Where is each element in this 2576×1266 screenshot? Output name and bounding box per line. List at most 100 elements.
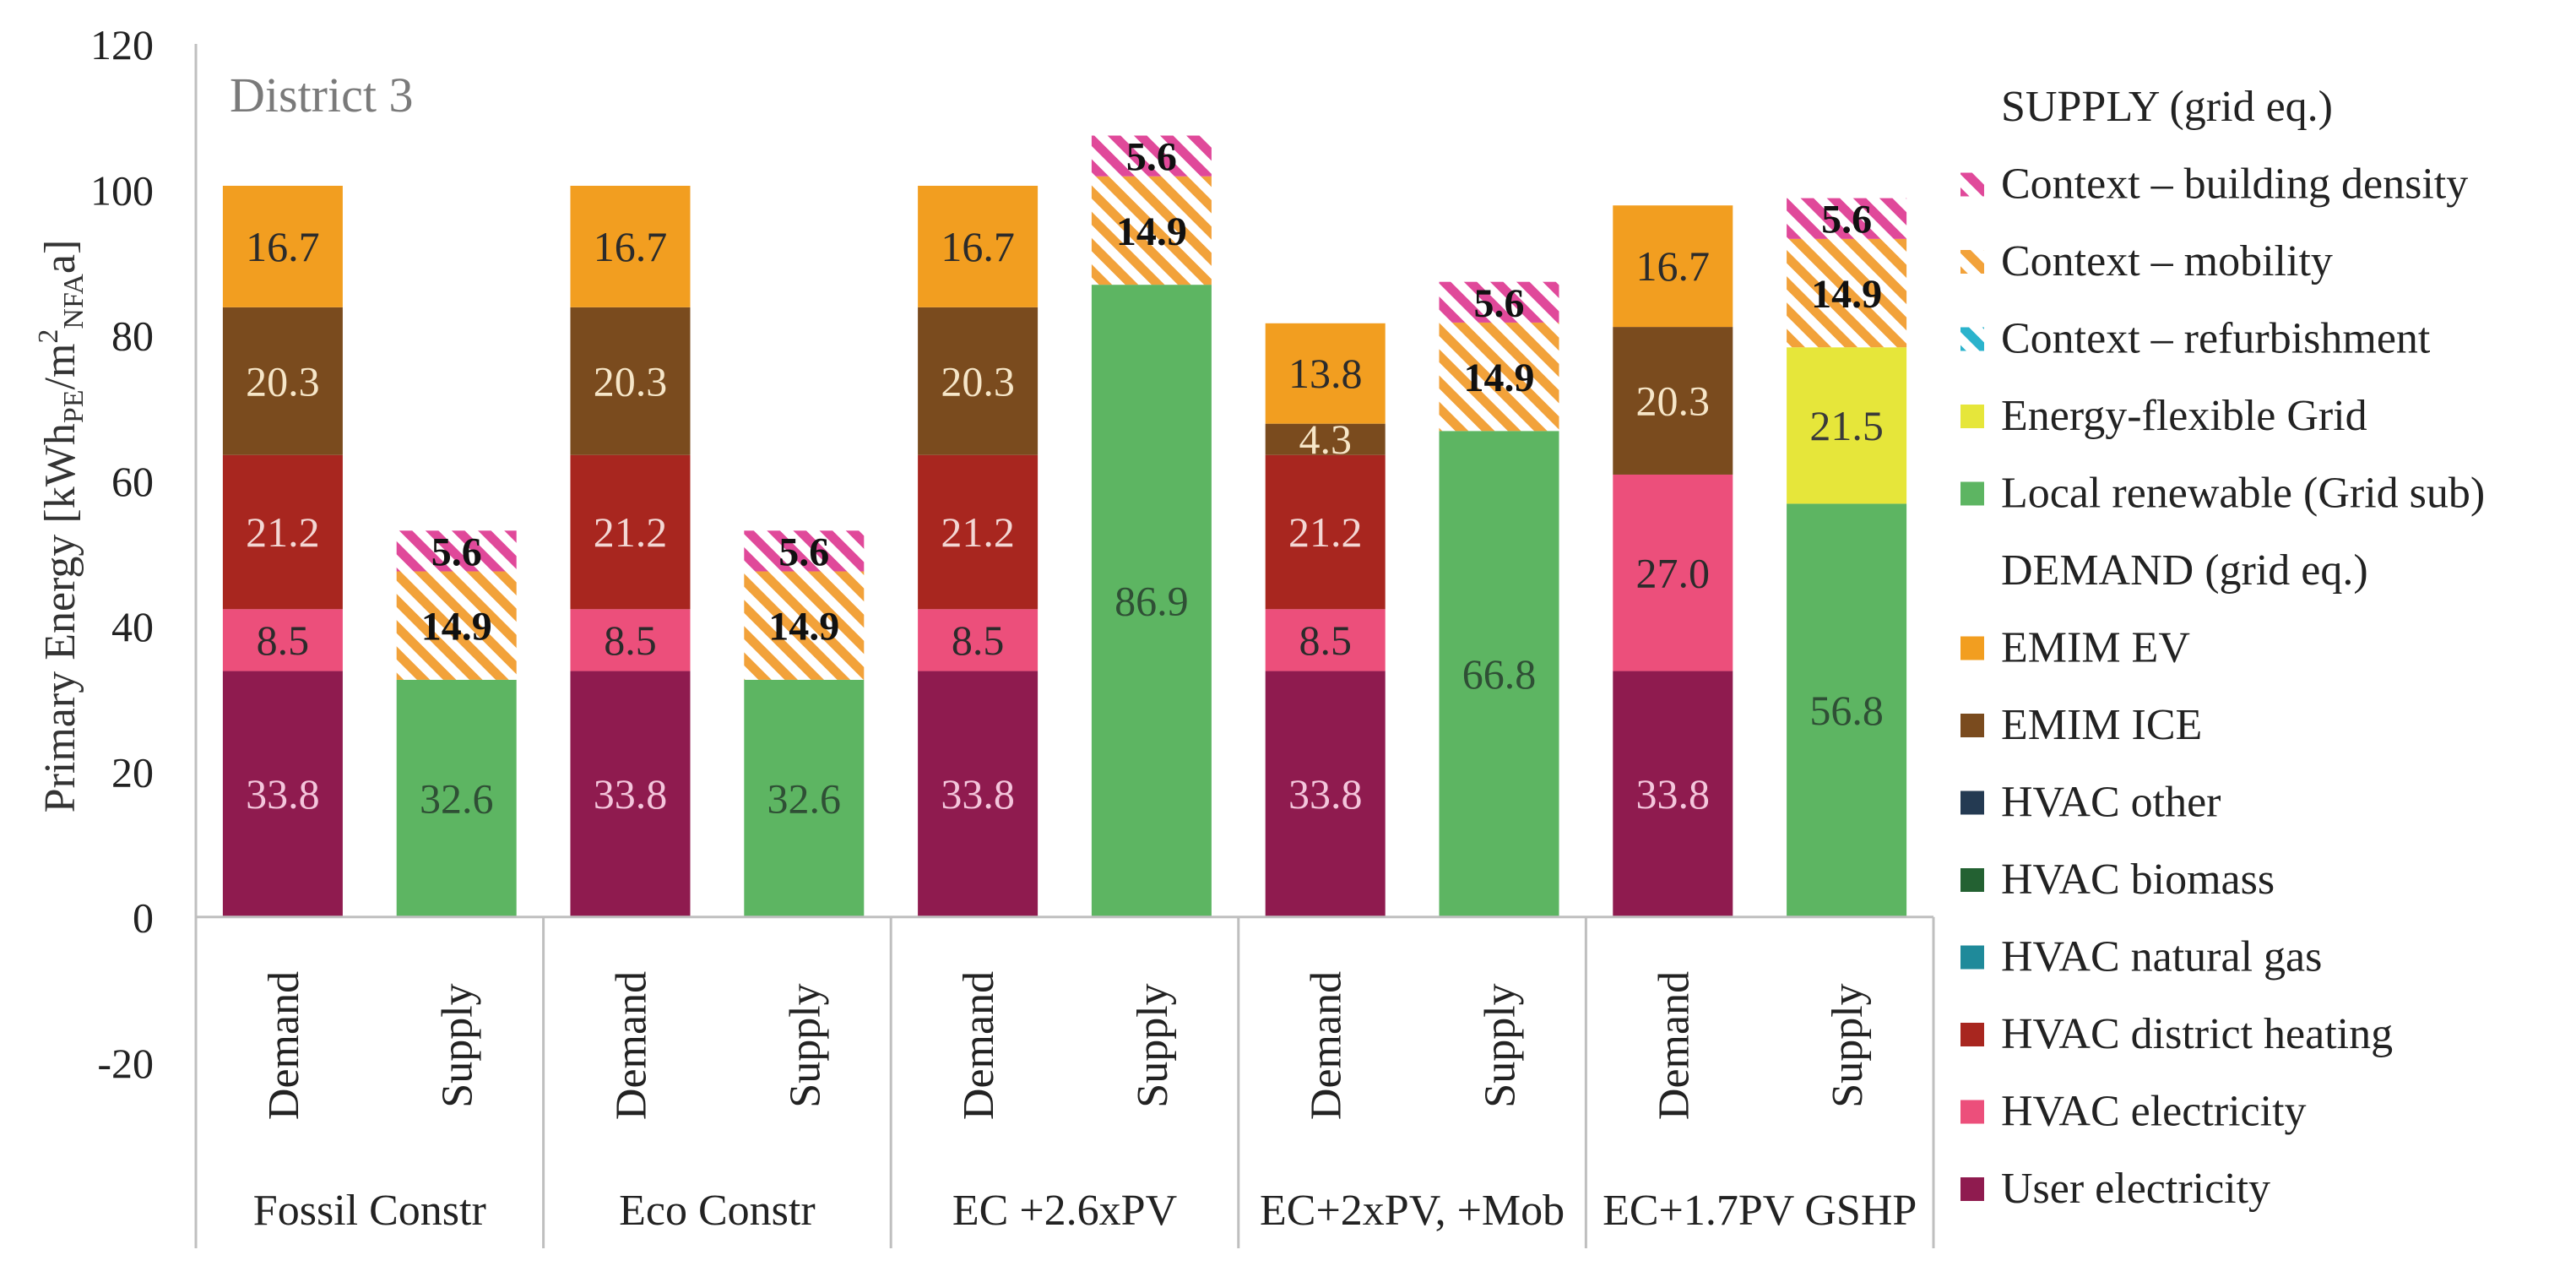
legend-swatch-local-renewable-grid-sub: [1960, 481, 1984, 506]
chart-title: District 3: [230, 68, 413, 122]
bar-segment-hvac-electricity: [570, 609, 691, 671]
data-label: 32.6: [767, 774, 842, 822]
data-label: 16.7: [246, 223, 320, 270]
bar-segment-context-building-density: [1439, 281, 1559, 323]
y-axis-title-part: Primary Energy [kWh: [36, 423, 84, 812]
bar-segment-emim-ev: [222, 185, 343, 307]
bar-segment-context-building-density: [1091, 135, 1212, 177]
bar-segment-emim-ice: [570, 307, 691, 455]
data-label: 21.2: [1288, 508, 1363, 556]
legend-label: Context – building density: [2001, 160, 2468, 209]
data-label: 86.9: [1114, 577, 1189, 624]
data-label: 66.8: [1462, 650, 1537, 698]
y-axis-title-sub: NFA: [58, 274, 89, 329]
data-label: 33.8: [594, 770, 668, 818]
data-label: 27.0: [1636, 549, 1711, 596]
legend-swatch-context-building-density: [1960, 172, 1984, 197]
x-tick-label: Demand: [260, 971, 308, 1120]
bar-segment-hvac-district-heating: [570, 454, 691, 610]
group-label: EC+2xPV, +Mob: [1260, 1187, 1565, 1235]
data-label: 14.9: [421, 605, 492, 649]
y-axis-title-sub: PE: [58, 389, 89, 423]
legend-swatch-energy-flexible-grid: [1960, 405, 1984, 428]
y-tick-label: 60: [111, 458, 154, 505]
bar-segment-context-mobility: [396, 571, 517, 680]
legend-label: EMIM ICE: [2001, 701, 2202, 749]
axis-titles: District 3 Primary Energy [kWhPE/m2NFAa]: [33, 68, 413, 812]
group-label: EC +2.6xPV: [952, 1187, 1177, 1235]
legend-label: HVAC other: [2001, 779, 2221, 827]
data-label: 5.6: [1474, 281, 1525, 326]
x-tick-label: Supply: [781, 983, 829, 1107]
data-label: 56.8: [1809, 687, 1884, 734]
bar-segment-local-renewable-grid-sub: [1091, 285, 1212, 917]
legend-swatch-user-electricity: [1960, 1177, 1984, 1201]
bar-segment-hvac-district-heating: [1265, 454, 1386, 610]
legend-label: HVAC biomass: [2001, 856, 2275, 904]
bar-segment-hvac-electricity: [222, 609, 343, 671]
bar-segment-local-renewable-grid-sub: [744, 679, 865, 917]
bar-segment-context-mobility: [1439, 322, 1559, 432]
legend-label: Local renewable (Grid sub): [2001, 470, 2485, 518]
y-axis-title: Primary Energy [kWhPE/m2NFAa]: [33, 240, 89, 813]
bar-segment-context-building-density: [1787, 198, 1907, 239]
bar-segment-emim-ev: [570, 185, 691, 307]
data-label: 33.8: [941, 770, 1015, 818]
data-label: 13.8: [1288, 350, 1363, 397]
bar-segment-emim-ice: [1613, 327, 1733, 475]
bar-segment-emim-ev: [918, 185, 1039, 307]
legend-swatch-emim-ev: [1960, 636, 1984, 660]
data-label: 14.9: [1116, 209, 1187, 254]
data-label: 5.6: [431, 530, 482, 574]
x-tick-label: Demand: [1303, 971, 1351, 1120]
data-label: 14.9: [1464, 356, 1535, 400]
y-tick-label: -20: [97, 1040, 154, 1087]
bar-segment-user-electricity: [918, 671, 1039, 917]
x-tick-label: Demand: [955, 971, 1003, 1120]
data-label: 5.6: [1821, 198, 1872, 242]
legend-label: EMIM EV: [2001, 624, 2190, 672]
data-label: 16.7: [941, 223, 1015, 270]
data-label: 8.5: [952, 617, 1005, 664]
data-label: 5.6: [1126, 135, 1177, 180]
x-tick-label: Demand: [608, 971, 656, 1120]
x-tick-label: Supply: [1824, 983, 1872, 1107]
bar-segment-hvac-electricity: [1265, 609, 1386, 671]
bar-segment-context-mobility: [744, 571, 865, 680]
x-tick-label: Demand: [1650, 971, 1698, 1120]
data-label: 21.5: [1809, 402, 1884, 449]
bar-segment-emim-ev: [1265, 323, 1386, 424]
legend-swatch-emim-ice: [1960, 714, 1984, 737]
data-label: 16.7: [1636, 242, 1711, 290]
x-tick-label: Supply: [434, 983, 482, 1107]
bar-segment-hvac-district-heating: [222, 454, 343, 610]
data-label: 33.8: [1636, 770, 1711, 818]
bar-segment-hvac-district-heating: [918, 454, 1039, 610]
legend-label: HVAC natural gas: [2001, 933, 2322, 981]
bar-segment-emim-ev: [1613, 205, 1733, 328]
data-label: 14.9: [768, 605, 839, 649]
legend-label: HVAC electricity: [2001, 1088, 2307, 1136]
legend-heading: DEMAND (grid eq.): [2001, 546, 2368, 595]
data-label: 20.3: [1636, 378, 1711, 425]
bar-segment-emim-ice: [918, 307, 1039, 455]
bar-segment-user-electricity: [570, 671, 691, 917]
legend-swatch-hvac-electricity: [1960, 1100, 1984, 1124]
bar-segment-context-mobility: [1091, 176, 1212, 285]
data-label: 21.2: [594, 508, 668, 556]
group-label: EC+1.7PV GSHP: [1603, 1187, 1917, 1235]
legend-swatch-hvac-district-heating: [1960, 1023, 1984, 1046]
y-tick-label: 120: [90, 21, 154, 68]
legend-swatch-hvac-natural-gas: [1960, 945, 1984, 970]
y-axis-title-part: a]: [36, 240, 84, 274]
y-axis-title-part: /m: [36, 344, 84, 390]
legend-label: HVAC district heating: [2001, 1010, 2393, 1058]
legend-swatch-hvac-other: [1960, 791, 1984, 815]
legend-label: Energy-flexible Grid: [2001, 392, 2367, 440]
data-label: 20.3: [594, 357, 668, 405]
bar-segment-emim-ice: [1265, 423, 1386, 455]
data-label: 20.3: [246, 357, 320, 405]
legend: SUPPLY (grid eq.) Context – building dens…: [1960, 83, 2485, 1213]
data-label: 21.2: [246, 508, 320, 556]
